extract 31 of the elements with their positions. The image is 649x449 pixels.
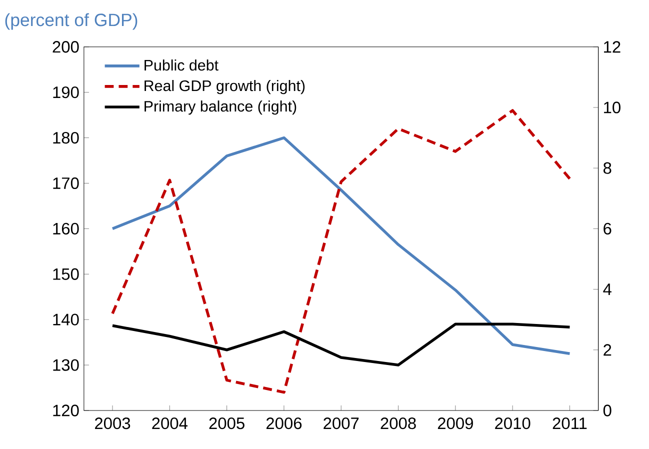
- y-tick-label: 170: [53, 178, 79, 190]
- line-series: [111, 136, 572, 356]
- y2-tick-label: 2: [604, 344, 612, 356]
- x-tick-label: 2008: [380, 418, 416, 430]
- x-tick-label: 2011: [552, 418, 587, 430]
- y2-tick-label: 0: [603, 404, 612, 417]
- legend-label: Primary balance (right): [144, 100, 296, 115]
- x-tick-label: 2007: [324, 418, 359, 430]
- y-tick-label: 160: [53, 223, 79, 235]
- y2-tick-label: 6: [604, 223, 612, 235]
- chart-title: (percent of GDP): [5, 13, 138, 30]
- y2-tick-label: 8: [604, 162, 612, 174]
- y-tick-label: 150: [53, 268, 79, 280]
- y-tick-label: 200: [52, 41, 79, 53]
- y-tick-label: 190: [53, 86, 79, 98]
- y-tick-label: 180: [53, 132, 79, 144]
- y-tick-label: 140: [53, 314, 79, 326]
- x-tick-label: 2005: [209, 418, 244, 430]
- x-tick-label: 2006: [266, 418, 302, 430]
- legend-label: Public debt: [144, 60, 218, 71]
- x-tick-label: 2010: [495, 418, 530, 430]
- legend-label: Real GDP growth (right): [144, 80, 305, 94]
- y2-tick-label: 10: [604, 102, 620, 114]
- x-tick-label: 2003: [95, 418, 130, 430]
- line-series: [111, 322, 572, 367]
- x-tick-label: 2009: [438, 418, 473, 430]
- x-tick-label: 2004: [152, 418, 188, 430]
- y-tick-label: 130: [53, 359, 79, 372]
- y-tick-label: 120: [53, 404, 79, 417]
- y2-tick-label: 4: [603, 284, 612, 296]
- y2-tick-label: 12: [604, 41, 620, 53]
